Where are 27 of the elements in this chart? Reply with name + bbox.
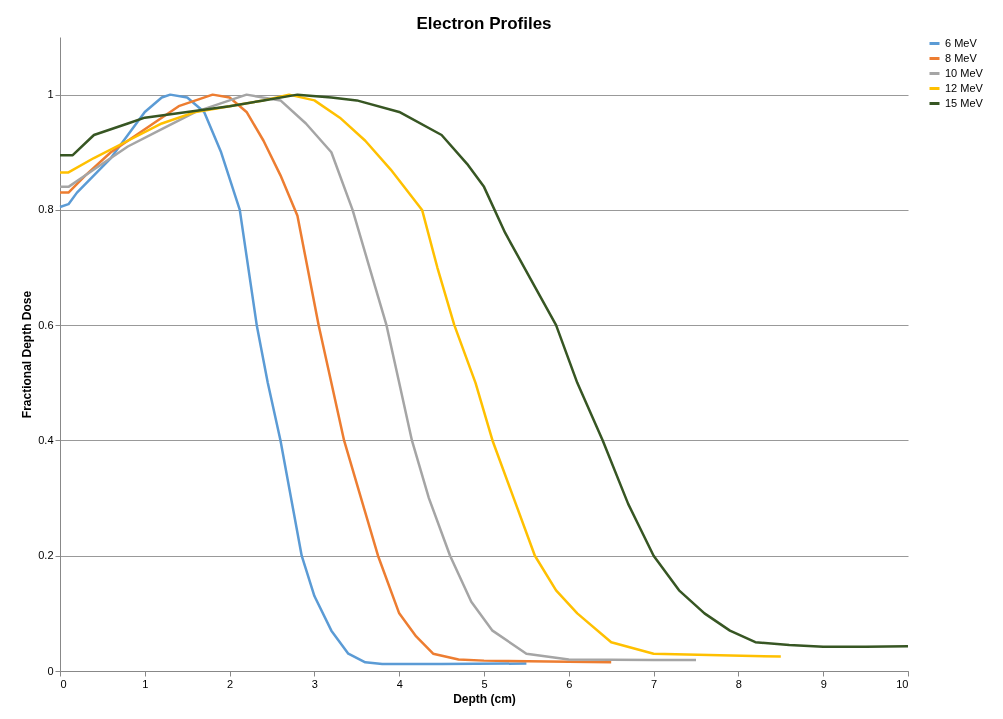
x-axis-title: Depth (cm) <box>453 691 516 706</box>
y-tick-label: 0.6 <box>38 318 54 331</box>
x-tick-label: 9 <box>820 677 827 690</box>
x-tick-label: 5 <box>481 677 488 690</box>
line-series <box>58 93 528 666</box>
x-tick-label: 10 <box>896 677 909 690</box>
y-tick-label: 1 <box>47 88 54 101</box>
legend-label: 10 MeV <box>945 66 984 79</box>
chart-title: Electron Profiles <box>416 14 552 33</box>
x-tick-label: 0 <box>60 677 67 690</box>
y-tick-label: 0.8 <box>38 203 54 216</box>
y-tick-label: 0 <box>47 664 54 677</box>
line-series <box>58 93 910 649</box>
x-tick-label: 8 <box>735 677 742 690</box>
legend-label: 8 MeV <box>945 51 978 64</box>
x-tick-label: 2 <box>227 677 234 690</box>
legend-label: 12 MeV <box>945 81 984 94</box>
legend-label: 15 MeV <box>945 96 984 109</box>
x-tick-label: 7 <box>651 677 658 690</box>
y-tick-label: 0.4 <box>38 433 54 446</box>
legend-label: 6 MeV <box>945 36 978 49</box>
x-tick-label: 6 <box>566 677 573 690</box>
y-tick-label: 0.2 <box>38 549 54 562</box>
x-tick-label: 3 <box>311 677 318 690</box>
y-axis-title: Fractional Depth Dose <box>20 290 35 419</box>
x-tick-label: 1 <box>142 677 149 690</box>
x-tick-label: 4 <box>396 677 403 690</box>
